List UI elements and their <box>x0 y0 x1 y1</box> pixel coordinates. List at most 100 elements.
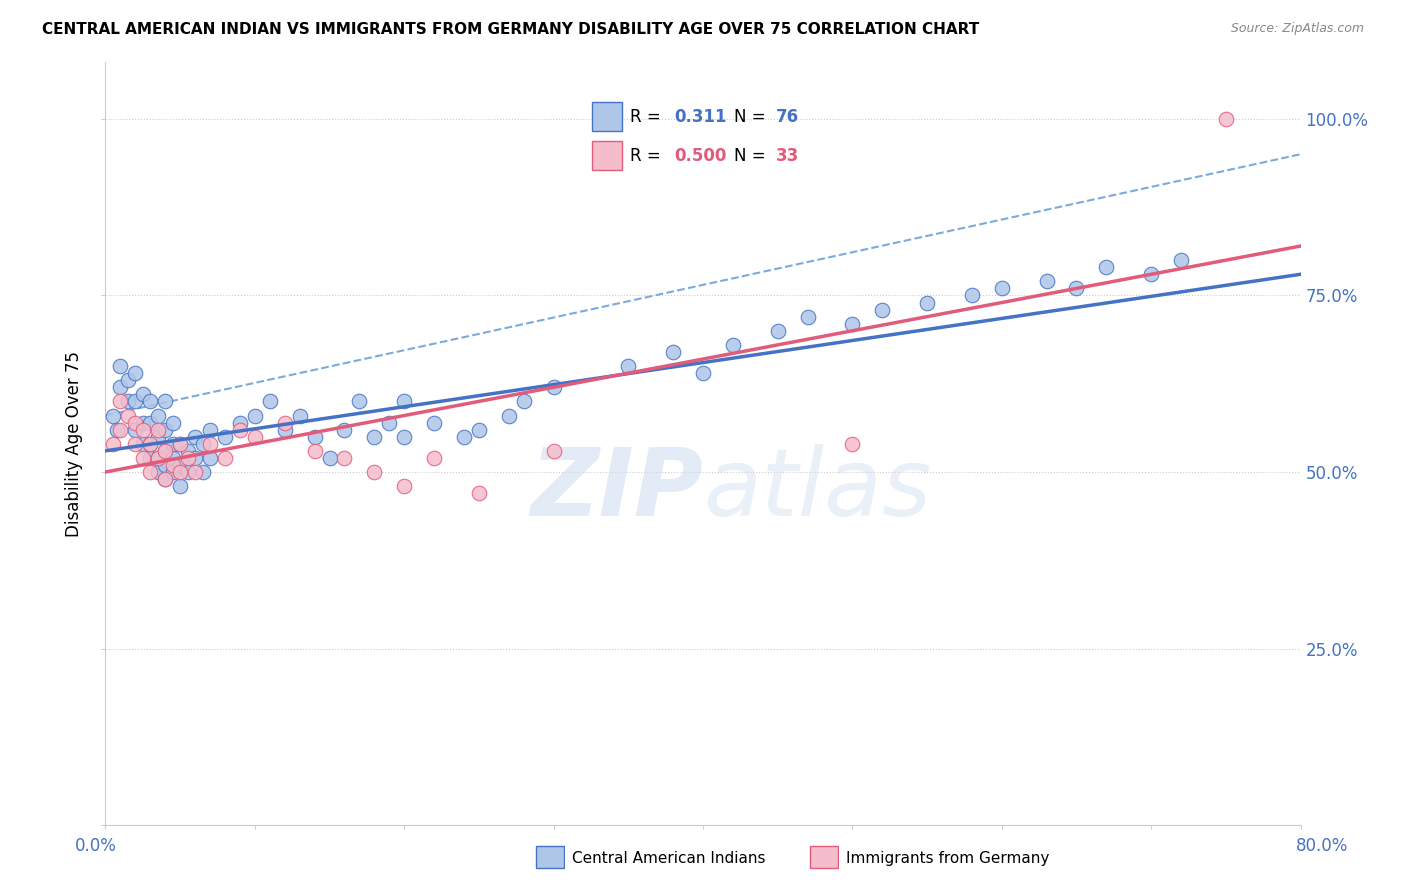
Point <box>132 387 155 401</box>
Point <box>124 416 146 430</box>
Point <box>124 437 146 451</box>
Point <box>101 409 124 423</box>
Point <box>146 409 169 423</box>
Point <box>146 465 169 479</box>
Point <box>259 394 281 409</box>
Text: R =: R = <box>630 108 666 126</box>
Point <box>229 423 252 437</box>
Point <box>107 423 129 437</box>
Point <box>288 409 311 423</box>
Point <box>394 479 416 493</box>
Point <box>841 437 863 451</box>
Point <box>169 458 191 472</box>
Point <box>176 443 198 458</box>
Point <box>124 394 146 409</box>
Point <box>766 324 789 338</box>
Point <box>304 430 326 444</box>
Point <box>132 437 155 451</box>
Point <box>1035 274 1057 288</box>
Point <box>124 423 146 437</box>
Point <box>117 373 139 387</box>
Point <box>162 416 184 430</box>
FancyBboxPatch shape <box>592 141 621 169</box>
Point <box>155 443 177 458</box>
Point <box>273 416 295 430</box>
Point <box>423 416 446 430</box>
Point <box>139 450 162 465</box>
Text: 80.0%: 80.0% <box>1295 837 1348 855</box>
Point <box>184 430 207 444</box>
Point <box>146 423 169 437</box>
Point <box>184 450 207 465</box>
Point <box>363 430 385 444</box>
Point <box>132 450 155 465</box>
Point <box>468 486 491 500</box>
Point <box>872 302 894 317</box>
Point <box>139 465 162 479</box>
Point <box>155 394 177 409</box>
Point <box>1170 253 1192 268</box>
Text: atlas: atlas <box>703 444 931 535</box>
Point <box>796 310 818 324</box>
Point <box>543 380 565 394</box>
Point <box>243 409 266 423</box>
Point <box>132 423 155 437</box>
Point <box>617 359 640 373</box>
Point <box>169 437 191 451</box>
Point <box>468 423 491 437</box>
Point <box>333 450 356 465</box>
FancyBboxPatch shape <box>810 846 838 869</box>
Text: ZIP: ZIP <box>530 443 703 535</box>
Point <box>169 437 191 451</box>
Point <box>117 394 139 409</box>
Point <box>124 366 146 380</box>
Point <box>453 430 475 444</box>
Point <box>543 443 565 458</box>
Text: Central American Indians: Central American Indians <box>572 851 766 865</box>
Point <box>110 423 132 437</box>
Point <box>184 465 207 479</box>
Point <box>162 437 184 451</box>
Point <box>243 430 266 444</box>
Point <box>363 465 385 479</box>
Text: CENTRAL AMERICAN INDIAN VS IMMIGRANTS FROM GERMANY DISABILITY AGE OVER 75 CORREL: CENTRAL AMERICAN INDIAN VS IMMIGRANTS FR… <box>42 22 980 37</box>
Text: Immigrants from Germany: Immigrants from Germany <box>846 851 1050 865</box>
Point <box>176 450 198 465</box>
Point <box>273 423 295 437</box>
Point <box>169 465 191 479</box>
FancyBboxPatch shape <box>536 846 564 869</box>
Text: R =: R = <box>630 146 666 164</box>
Point <box>110 394 132 409</box>
Point <box>1095 260 1118 275</box>
Point <box>960 288 983 302</box>
Point <box>155 472 177 486</box>
Point <box>662 345 685 359</box>
Point <box>198 437 221 451</box>
Y-axis label: Disability Age Over 75: Disability Age Over 75 <box>65 351 83 537</box>
Point <box>229 416 252 430</box>
Point <box>169 479 191 493</box>
Point <box>191 437 214 451</box>
Point <box>1066 281 1088 295</box>
Point <box>191 465 214 479</box>
Point <box>155 423 177 437</box>
Point <box>139 416 162 430</box>
Text: 0.500: 0.500 <box>673 146 727 164</box>
Point <box>155 472 177 486</box>
Text: 76: 76 <box>776 108 799 126</box>
Point <box>132 416 155 430</box>
Point <box>318 450 340 465</box>
Point <box>117 409 139 423</box>
Point <box>990 281 1012 295</box>
Point <box>176 465 198 479</box>
Text: 0.311: 0.311 <box>673 108 727 126</box>
FancyBboxPatch shape <box>592 103 621 131</box>
Point <box>146 450 169 465</box>
Point <box>162 450 184 465</box>
Point <box>1140 268 1163 282</box>
Point <box>155 443 177 458</box>
Point <box>139 437 162 451</box>
Point <box>692 366 714 380</box>
Point <box>721 338 744 352</box>
Point <box>841 317 863 331</box>
